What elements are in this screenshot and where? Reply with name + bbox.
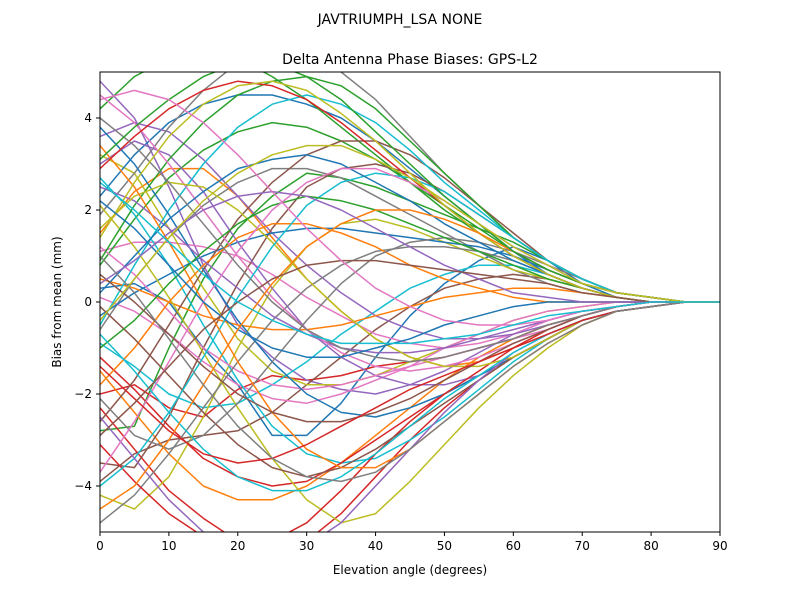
- x-tick-label: 60: [506, 539, 521, 553]
- figure-suptitle: JAVTRIUMPH_LSA NONE: [317, 12, 483, 28]
- series-line: [100, 195, 720, 349]
- x-tick-label: 0: [96, 539, 104, 553]
- series-line: [100, 296, 720, 404]
- y-tick-label: 0: [84, 295, 92, 309]
- chart-title: Delta Antenna Phase Biases: GPS-L2: [282, 52, 538, 68]
- x-tick-label: 30: [299, 539, 314, 553]
- series-line: [100, 255, 720, 483]
- series-line: [100, 218, 720, 510]
- y-axis-label: Bias from mean (mm): [50, 236, 64, 367]
- x-tick-label: 80: [643, 539, 658, 553]
- y-tick-label: 4: [84, 111, 92, 125]
- series-group: [100, 72, 720, 532]
- y-tick-label: 2: [84, 203, 92, 217]
- y-tick-label: −2: [74, 387, 92, 401]
- x-tick-label: 90: [712, 539, 727, 553]
- x-axis-ticks: 0 10 20 30 40 50 60 70 80 90: [96, 532, 728, 553]
- x-tick-label: 40: [368, 539, 383, 553]
- series-line: [100, 154, 720, 386]
- series-line: [100, 190, 720, 303]
- y-axis-ticks: −4 −2 0 2 4: [74, 111, 100, 493]
- series-line: [100, 259, 720, 436]
- series-line: [100, 241, 720, 349]
- series-line: [100, 89, 720, 326]
- x-tick-label: 70: [575, 539, 590, 553]
- series-line: [100, 209, 720, 510]
- x-tick-label: 50: [437, 539, 452, 553]
- series-line: [100, 223, 720, 386]
- series-line: [100, 181, 720, 345]
- series-line: [100, 144, 720, 321]
- series-line: [100, 273, 720, 423]
- x-tick-label: 10: [161, 539, 176, 553]
- x-tick-label: 20: [230, 539, 245, 553]
- y-tick-label: −4: [74, 479, 92, 493]
- x-axis-label: Elevation angle (degrees): [333, 563, 487, 577]
